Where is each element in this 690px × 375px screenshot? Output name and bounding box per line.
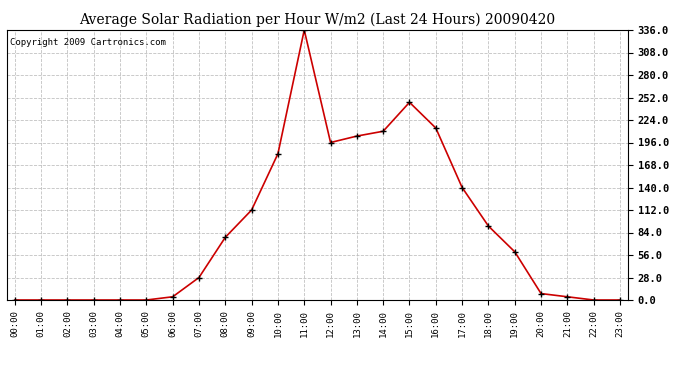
Title: Average Solar Radiation per Hour W/m2 (Last 24 Hours) 20090420: Average Solar Radiation per Hour W/m2 (L… xyxy=(79,13,555,27)
Text: Copyright 2009 Cartronics.com: Copyright 2009 Cartronics.com xyxy=(10,38,166,47)
